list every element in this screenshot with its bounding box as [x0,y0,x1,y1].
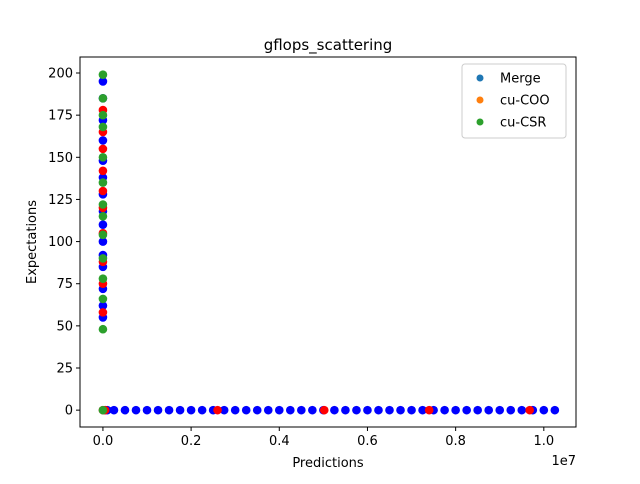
scatter-point [98,186,108,196]
scatter-point [451,405,460,415]
scatter-point [98,274,108,283]
scatter-point [98,110,108,120]
scatter-point [341,405,350,415]
scatter-point [186,405,196,415]
scatter-point [98,122,108,132]
legend-marker [476,74,484,82]
y-tick-label: 100 [48,235,73,250]
legend-label: Merge [500,72,541,87]
scatter-point [98,70,108,79]
x-offset-label: 1e7 [551,454,576,469]
scatter-point [462,405,471,415]
scatter-point [98,237,108,246]
scatter-point [374,405,383,415]
y-tick-label: 25 [56,362,73,377]
scatter-point [98,144,108,154]
scatter-point [517,405,527,415]
scatter-point [98,405,108,415]
scatter-point [98,136,108,145]
legend-label: cu-COO [500,94,550,109]
legend-marker [476,118,484,126]
scatter-point [319,405,329,415]
x-tick-label: 0.2 [181,434,202,449]
x-tick-label: 0.6 [357,434,378,449]
legend-marker [476,96,484,104]
scatter-point [308,405,317,415]
scatter-point [424,405,434,415]
scatter-point [98,324,108,334]
scatter-point [164,405,174,415]
plot-frame [79,56,577,428]
y-tick-label: 175 [48,109,73,124]
y-tick-label: 75 [56,277,73,292]
scatter-point [213,405,222,415]
y-tick-label: 200 [48,67,73,82]
scatter-point [263,405,273,415]
scatter-point [252,405,262,415]
scatter-point [241,405,251,415]
scatter-point [363,405,372,415]
y-axis-label: Expectations [25,200,40,284]
scatter-point [484,405,494,415]
scatter-point [98,152,108,162]
scatter-point [131,405,141,415]
scatter-point [98,166,108,176]
scatter-point [98,220,108,230]
x-tick-label: 0.0 [93,434,114,449]
scatter-point [153,405,163,415]
scatter-point [98,200,108,209]
legend-label: cu-CSR [500,116,546,131]
scatter-point [495,405,505,415]
scatter-point [175,405,185,415]
scatter-point [506,405,516,415]
scatter-point [120,405,130,415]
scatter-point [219,405,229,415]
scatter-point [385,405,394,415]
scatter-point [473,405,482,415]
x-tick-label: 0.4 [269,434,290,449]
scatter-point [98,301,108,310]
x-tick-label: 1.0 [533,434,554,449]
scatter-point [286,405,295,415]
scatter-point [98,93,108,103]
y-tick-label: 0 [65,404,73,419]
scatter-point [440,405,449,415]
scatter-point [109,405,119,415]
scatter-point [330,405,339,415]
scatter-point [230,405,240,415]
scatter-point [98,308,108,317]
scatter-point [352,405,361,415]
legend-box [461,63,567,139]
scatter-point [297,405,306,415]
scatter-point [98,178,108,187]
scatter-point [407,405,416,415]
y-tick-label: 125 [48,193,73,208]
scatter-point [418,405,427,415]
chart-title: gflops_scattering [264,36,393,55]
y-tick-label: 50 [56,319,73,334]
scatter-point [98,254,108,263]
x-tick-label: 0.8 [445,434,466,449]
scatter-point [98,77,108,86]
scatter-point [539,405,549,415]
scatter-point [98,211,108,221]
scatter-point [98,294,108,304]
scatter-point [197,405,207,415]
y-tick-label: 150 [48,151,73,166]
scatter-point [396,405,405,415]
scatter-point [550,405,560,415]
scatter-point [98,230,108,240]
scatter-point [525,405,535,415]
scatter-point [274,405,284,415]
x-axis-label: Predictions [292,456,364,471]
scatter-point [142,405,152,415]
